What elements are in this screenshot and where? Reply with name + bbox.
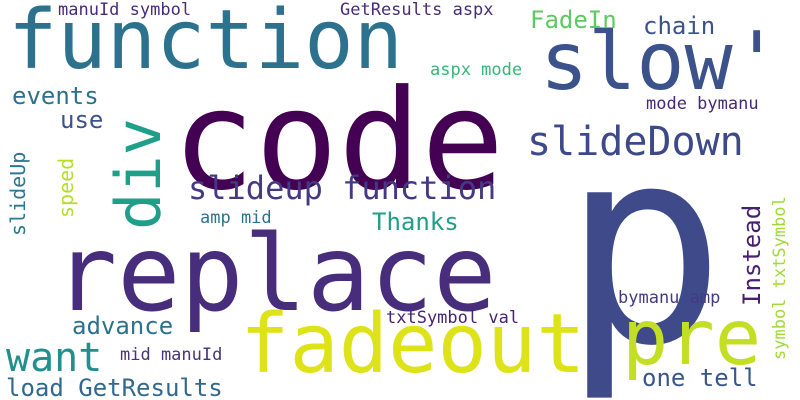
word-slideUp: slideUp — [6, 151, 30, 236]
word-aspx-mode: aspx mode — [430, 60, 523, 80]
word-symbol-txtSymbol: symbol txtSymbol — [770, 196, 790, 360]
word-FadeIn: FadeIn — [530, 6, 617, 34]
word-events: events — [12, 82, 99, 110]
word-Instead: Instead — [738, 204, 766, 306]
word-advance: advance — [72, 312, 174, 340]
word-code: code — [172, 60, 505, 221]
word-slideDown: slideDown — [527, 119, 744, 165]
word-bymanu-amp: bymanu amp — [618, 288, 721, 308]
word-chain: chain — [643, 12, 716, 40]
word-GetResults-aspx: GetResults aspx — [340, 0, 494, 20]
word-function: function — [8, 0, 403, 88]
word-slideup-function: slideup function — [188, 169, 497, 207]
word-mode-bymanu: mode bymanu — [646, 94, 759, 114]
word-use: use — [60, 106, 104, 134]
word-txtSymbol-val: txtSymbol val — [386, 308, 520, 328]
word-speed: speed — [54, 157, 78, 218]
word-fadeout: fadeout — [240, 297, 586, 392]
word-slow: slow' — [540, 15, 781, 108]
word-Thanks: Thanks — [372, 208, 459, 236]
word-pre: pre — [622, 294, 762, 383]
word-mid-manuId: mid manuId — [120, 345, 223, 365]
word-replace: replace — [54, 213, 497, 335]
word-div: div — [102, 118, 175, 230]
word-p: p — [562, 90, 726, 400]
word-want: want — [6, 335, 103, 381]
word-amp-mid: amp mid — [200, 208, 272, 228]
word-load-GetResults: load GetResults — [6, 374, 223, 400]
word-manuId-symbol: manuId symbol — [58, 0, 192, 20]
word-one-tell: one tell — [642, 364, 758, 392]
